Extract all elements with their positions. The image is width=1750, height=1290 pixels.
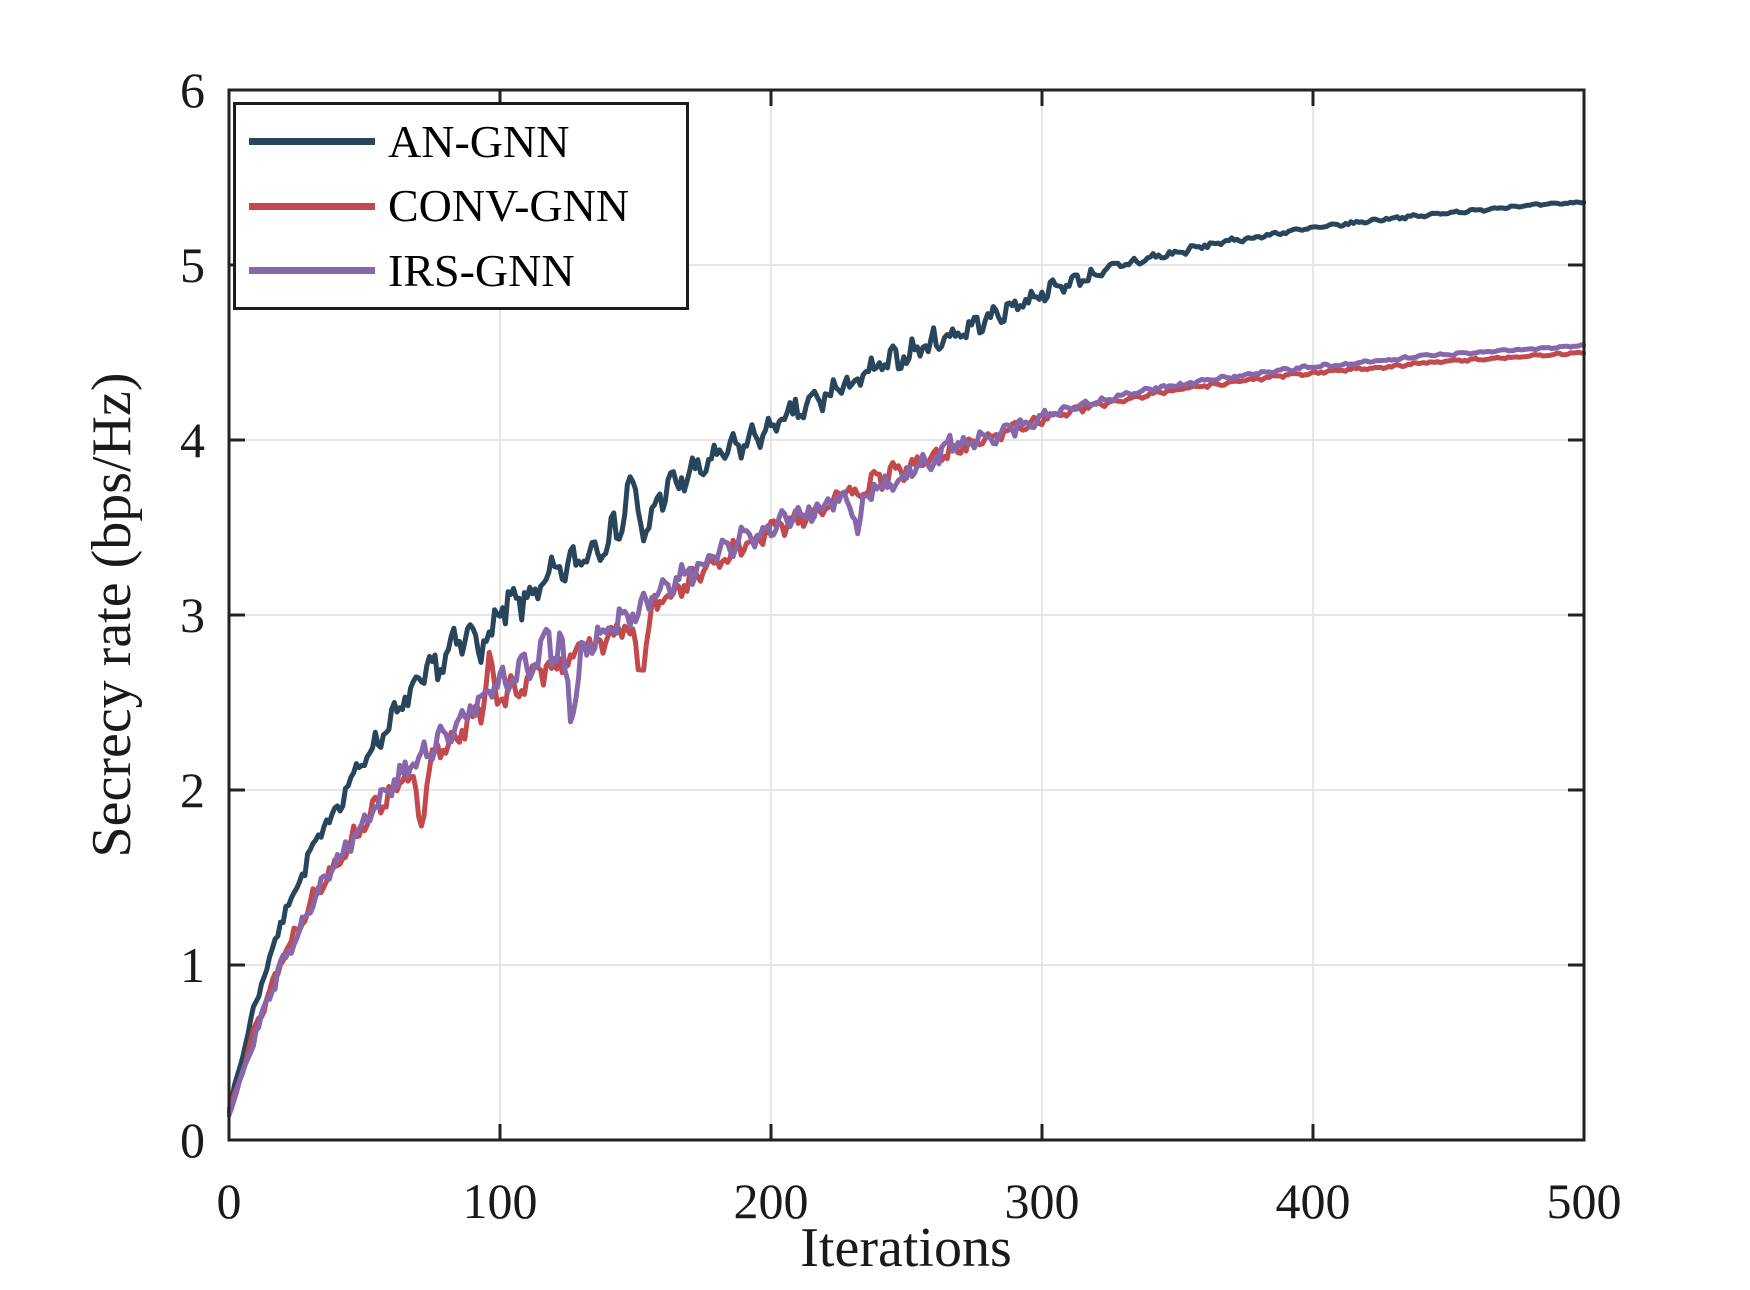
- x-tick-label: 400: [1276, 1173, 1351, 1229]
- series-line-irs-gnn: [227, 342, 1586, 1118]
- x-tick-label: 200: [734, 1173, 809, 1229]
- x-tick-label: 100: [463, 1173, 538, 1229]
- legend-label: IRS-GNN: [388, 244, 575, 296]
- x-tick-label: 500: [1547, 1173, 1622, 1229]
- x-tick-label: 0: [217, 1173, 242, 1229]
- y-tick-label: 2: [180, 762, 205, 818]
- legend-item-conv-gnn: CONV-GNN: [249, 178, 686, 234]
- y-tick-label: 1: [180, 937, 205, 993]
- y-axis-label: Secrecy rate (bps/Hz): [81, 372, 143, 858]
- legend-item-irs-gnn: IRS-GNN: [249, 243, 686, 299]
- y-tick-label: 4: [180, 412, 205, 468]
- legend-line-swatch: [249, 138, 375, 145]
- y-tick-label: 0: [180, 1112, 205, 1168]
- legend-line-swatch: [249, 202, 375, 210]
- x-tick-label: 300: [1005, 1173, 1080, 1229]
- series-line-conv-gnn: [227, 349, 1586, 1113]
- legend: AN-GNN CONV-GNN IRS-GNN: [233, 102, 689, 310]
- legend-item-an-gnn: AN-GNN: [249, 114, 686, 170]
- y-tick-label: 6: [180, 62, 205, 118]
- legend-label: CONV-GNN: [388, 180, 630, 231]
- legend-label: AN-GNN: [388, 115, 570, 167]
- y-tick-label: 5: [180, 237, 205, 293]
- x-axis-label: Iterations: [800, 1217, 1012, 1279]
- legend-line-swatch: [249, 267, 375, 274]
- series-line-an-gnn: [227, 199, 1586, 1114]
- y-tick-label: 3: [180, 587, 205, 643]
